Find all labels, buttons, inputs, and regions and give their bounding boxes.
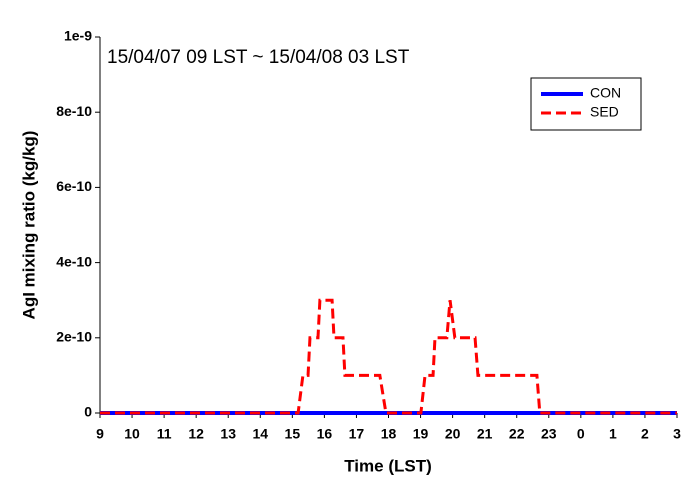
y-tick-label: 1e-9 <box>64 28 92 44</box>
chart-title: 15/04/07 09 LST ~ 15/04/08 03 LST <box>107 47 410 68</box>
x-tick-label: 17 <box>349 426 365 442</box>
x-tick-label: 11 <box>157 426 172 442</box>
x-tick-label: 1 <box>609 426 617 442</box>
legend-box <box>530 77 642 131</box>
x-tick-label: 12 <box>188 426 204 442</box>
x-tick-label: 3 <box>673 426 681 442</box>
x-axis-label: Time (LST) <box>344 456 432 475</box>
x-tick-label: 20 <box>445 426 461 442</box>
x-tick-label: 15 <box>285 426 301 442</box>
x-tick-label: 10 <box>124 426 140 442</box>
x-tick-label: 13 <box>220 426 236 442</box>
x-tick-label: 0 <box>577 426 585 442</box>
legend-label: SED <box>590 104 619 120</box>
x-tick-label: 9 <box>96 426 104 442</box>
y-tick-label: 0 <box>84 404 92 420</box>
x-tick-label: 19 <box>413 426 429 442</box>
y-tick-label: 8e-10 <box>56 103 92 119</box>
y-axis-label: AgI mixing ratio (kg/kg) <box>19 131 38 320</box>
y-tick-label: 4e-10 <box>56 253 92 269</box>
x-tick-label: 21 <box>477 426 493 442</box>
data-line <box>100 298 677 415</box>
x-tick-label: 14 <box>252 426 268 442</box>
x-tick-label: 18 <box>381 426 397 442</box>
legend-label: CON <box>590 85 621 101</box>
y-tick-label: 2e-10 <box>56 329 92 345</box>
x-tick-label: 16 <box>317 426 333 442</box>
x-tick-label: 23 <box>541 426 557 442</box>
y-tick-label: 6e-10 <box>56 178 92 194</box>
x-tick-label: 22 <box>509 426 525 442</box>
x-tick-label: 2 <box>641 426 649 442</box>
